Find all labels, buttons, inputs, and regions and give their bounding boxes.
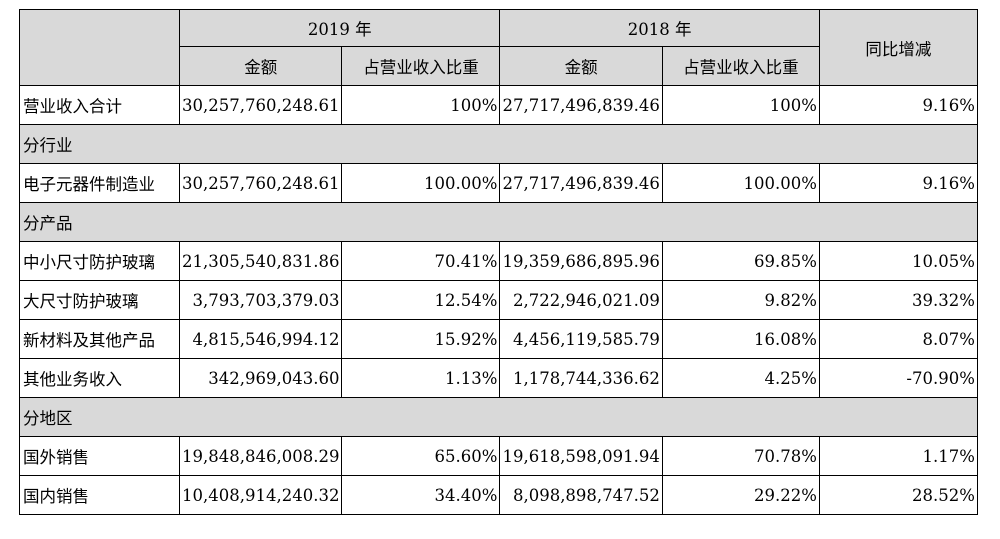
amount-2018: 19,618,598,091.94 (499, 436, 663, 476)
table-row: 新材料及其他产品 4,815,546,994.12 15.92% 4,456,1… (19, 319, 978, 359)
row-label: 大尺寸防护玻璃 (19, 280, 180, 320)
amount-2018: 8,098,898,747.52 (499, 475, 663, 515)
amount-2019: 30,257,760,248.61 (178, 85, 343, 125)
ratio-2018: 70.78% (661, 436, 820, 476)
ratio-2019: 34.40% (341, 475, 501, 515)
table-row: 电子元器件制造业 30,257,760,248.61 100.00% 27,71… (19, 163, 978, 203)
yoy-change: 1.17% (818, 436, 978, 476)
ratio-2019: 12.54% (341, 280, 501, 320)
revenue-table: 2019 年 2018 年 同比增减 金额 占营业收入比重 金额 占营业收入比重… (19, 9, 978, 515)
section-row-region: 分地区 (19, 397, 978, 437)
amount-2019: 19,848,846,008.29 (178, 436, 343, 476)
section-label: 分产品 (19, 202, 978, 242)
amount-2019: 3,793,703,379.03 (178, 280, 343, 320)
yoy-change: 39.32% (818, 280, 978, 320)
ratio-header-2019: 占营业收入比重 (341, 46, 501, 86)
row-label: 新材料及其他产品 (19, 319, 180, 359)
amount-2019: 21,305,540,831.86 (178, 241, 343, 281)
ratio-2019: 65.60% (341, 436, 501, 476)
ratio-2019: 1.13% (341, 358, 501, 398)
ratio-2019: 15.92% (341, 319, 501, 359)
row-label: 其他业务收入 (19, 358, 180, 398)
ratio-2018: 69.85% (661, 241, 820, 281)
yoy-change: 8.07% (818, 319, 978, 359)
section-label: 分地区 (19, 397, 978, 437)
year-2019-header: 2019 年 (178, 9, 501, 47)
amount-2019: 4,815,546,994.12 (178, 319, 343, 359)
ratio-2019: 70.41% (341, 241, 501, 281)
ratio-header-2018: 占营业收入比重 (661, 46, 820, 86)
ratio-2018: 9.82% (661, 280, 820, 320)
table-row: 国外销售 19,848,846,008.29 65.60% 19,618,598… (19, 436, 978, 476)
amount-2018: 4,456,119,585.79 (499, 319, 663, 359)
corner-cell (19, 9, 180, 86)
row-label: 国内销售 (19, 475, 180, 515)
row-label: 营业收入合计 (19, 85, 180, 125)
table-row-total: 营业收入合计 30,257,760,248.61 100% 27,717,496… (19, 85, 978, 125)
yoy-change: -70.90% (818, 358, 978, 398)
amount-2018: 1,178,744,336.62 (499, 358, 663, 398)
table-row: 其他业务收入 342,969,043.60 1.13% 1,178,744,33… (19, 358, 978, 398)
row-label: 中小尺寸防护玻璃 (19, 241, 180, 281)
table-row: 中小尺寸防护玻璃 21,305,540,831.86 70.41% 19,359… (19, 241, 978, 281)
amount-2019: 30,257,760,248.61 (178, 163, 343, 203)
row-label: 电子元器件制造业 (19, 163, 180, 203)
ratio-2018: 100% (661, 85, 820, 125)
yoy-change: 9.16% (818, 85, 978, 125)
amount-2018: 2,722,946,021.09 (499, 280, 663, 320)
amount-2019: 342,969,043.60 (178, 358, 343, 398)
amount-header-2018: 金额 (499, 46, 663, 86)
table-row: 国内销售 10,408,914,240.32 34.40% 8,098,898,… (19, 475, 978, 515)
amount-2018: 27,717,496,839.46 (499, 163, 663, 203)
yoy-change: 9.16% (818, 163, 978, 203)
amount-2018: 19,359,686,895.96 (499, 241, 663, 281)
section-label: 分行业 (19, 124, 978, 164)
yoy-change: 28.52% (818, 475, 978, 515)
row-label: 国外销售 (19, 436, 180, 476)
ratio-2018: 100.00% (661, 163, 820, 203)
amount-2019: 10,408,914,240.32 (178, 475, 343, 515)
section-row-industry: 分行业 (19, 124, 978, 164)
ratio-2019: 100.00% (341, 163, 501, 203)
amount-header-2019: 金额 (178, 46, 343, 86)
table-row: 大尺寸防护玻璃 3,793,703,379.03 12.54% 2,722,94… (19, 280, 978, 320)
section-row-product: 分产品 (19, 202, 978, 242)
yoy-change: 10.05% (818, 241, 978, 281)
ratio-2018: 16.08% (661, 319, 820, 359)
amount-2018: 27,717,496,839.46 (499, 85, 663, 125)
year-2018-header: 2018 年 (499, 9, 820, 47)
ratio-2018: 29.22% (661, 475, 820, 515)
yoy-change-header: 同比增减 (818, 9, 978, 86)
ratio-2018: 4.25% (661, 358, 820, 398)
ratio-2019: 100% (341, 85, 501, 125)
